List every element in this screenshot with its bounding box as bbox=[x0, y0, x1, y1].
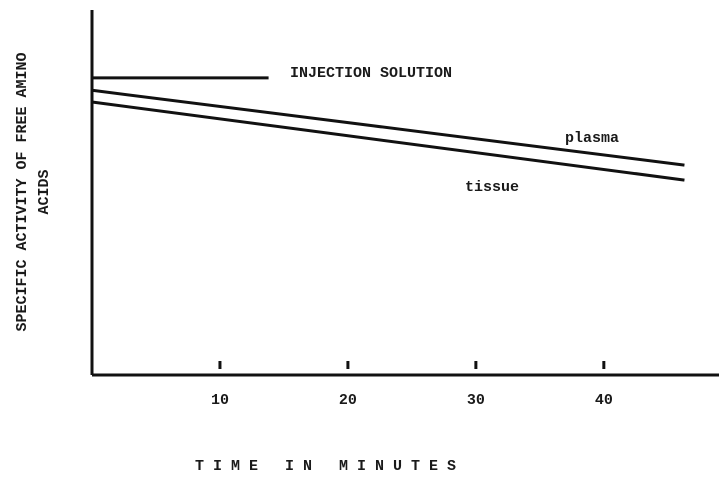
y-axis-label-group: SPECIFIC ACTIVITY OF FREE AMINO ACIDS bbox=[14, 52, 53, 331]
y-axis-label: ACIDS bbox=[36, 169, 53, 214]
series-label: plasma bbox=[565, 130, 619, 147]
line-series bbox=[91, 88, 685, 167]
y-axis-label: SPECIFIC ACTIVITY OF FREE AMINO bbox=[14, 52, 31, 331]
x-tick-label: 10 bbox=[211, 392, 229, 409]
line-series bbox=[91, 100, 685, 182]
x-tick-label: 40 bbox=[595, 392, 613, 409]
series-label: tissue bbox=[465, 179, 519, 196]
x-axis-label: TIME IN MINUTES bbox=[195, 458, 465, 475]
x-tick-label: 20 bbox=[339, 392, 357, 409]
x-tick-label: 30 bbox=[467, 392, 485, 409]
series-label: INJECTION SOLUTION bbox=[290, 65, 452, 82]
